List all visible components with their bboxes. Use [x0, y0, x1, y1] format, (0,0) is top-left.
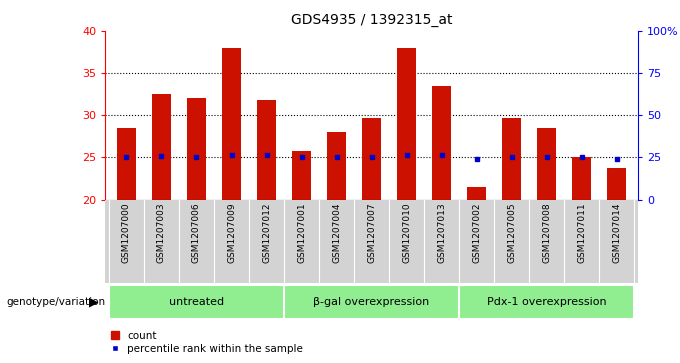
Text: GSM1207007: GSM1207007	[367, 202, 376, 263]
Bar	[292, 151, 311, 200]
Bar	[459, 285, 634, 319]
Bar	[362, 118, 381, 200]
Bar	[152, 94, 171, 200]
Bar	[467, 187, 486, 200]
Text: GSM1207009: GSM1207009	[227, 202, 236, 263]
Text: GSM1207000: GSM1207000	[122, 202, 131, 263]
Text: GSM1207004: GSM1207004	[332, 202, 341, 263]
Bar	[222, 48, 241, 200]
Text: GSM1207006: GSM1207006	[192, 202, 201, 263]
Bar	[397, 48, 416, 200]
Bar	[432, 86, 452, 200]
Bar	[257, 100, 276, 200]
Text: GSM1207001: GSM1207001	[297, 202, 306, 263]
Text: GSM1207003: GSM1207003	[157, 202, 166, 263]
Text: GSM1207014: GSM1207014	[612, 202, 622, 263]
Text: GSM1207012: GSM1207012	[262, 202, 271, 263]
Text: genotype/variation: genotype/variation	[7, 297, 106, 307]
Bar	[284, 285, 459, 319]
Bar	[109, 285, 284, 319]
Text: ▶: ▶	[89, 296, 99, 309]
Title: GDS4935 / 1392315_at: GDS4935 / 1392315_at	[291, 13, 452, 27]
Text: β-gal overexpression: β-gal overexpression	[313, 297, 430, 307]
Bar	[117, 128, 136, 200]
Bar	[502, 118, 522, 200]
Text: GSM1207005: GSM1207005	[507, 202, 516, 263]
Text: GSM1207008: GSM1207008	[542, 202, 551, 263]
Bar	[537, 128, 556, 200]
Text: GSM1207002: GSM1207002	[472, 202, 481, 263]
Text: untreated: untreated	[169, 297, 224, 307]
Bar	[327, 132, 346, 200]
Text: GSM1207010: GSM1207010	[402, 202, 411, 263]
Legend: count, percentile rank within the sample: count, percentile rank within the sample	[111, 331, 303, 354]
Bar	[187, 98, 206, 200]
Text: Pdx-1 overexpression: Pdx-1 overexpression	[487, 297, 607, 307]
Bar	[607, 168, 626, 200]
Text: GSM1207011: GSM1207011	[577, 202, 586, 263]
Bar	[572, 158, 592, 200]
Text: GSM1207013: GSM1207013	[437, 202, 446, 263]
